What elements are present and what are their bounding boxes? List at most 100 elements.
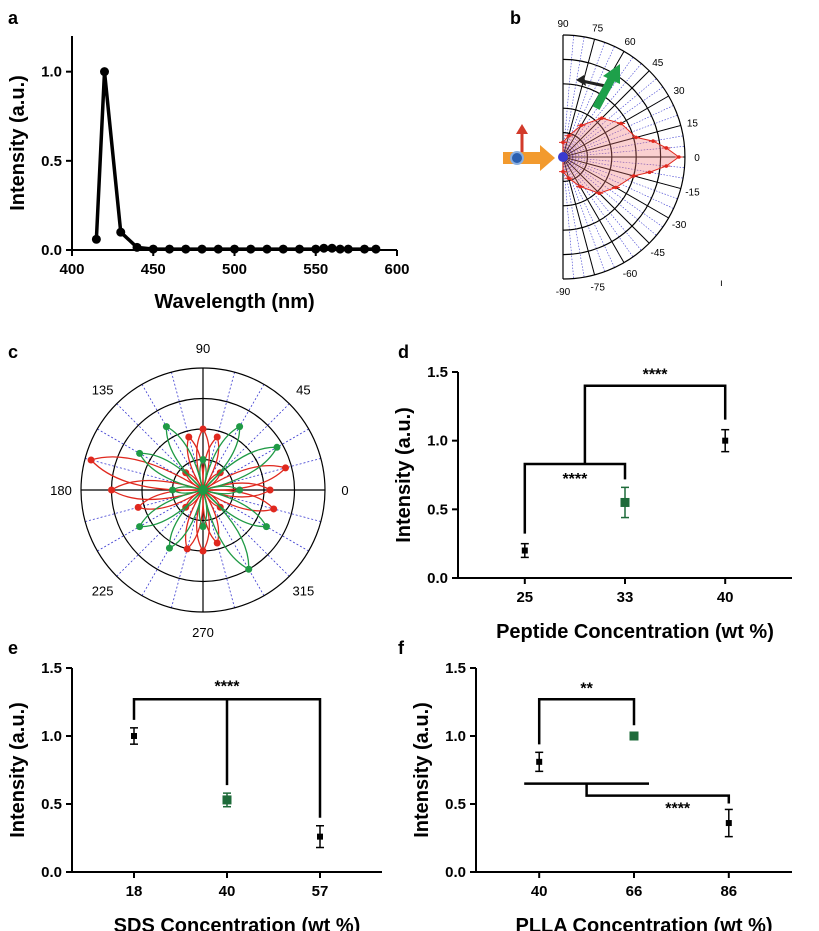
data-point (148, 244, 158, 254)
significance-bracket (583, 384, 727, 465)
radial-dotted-line (562, 114, 678, 158)
corner-mark: ı (720, 278, 723, 289)
significance-label: **** (665, 801, 691, 818)
x-axis-label: SDS Concentration (wt %) (114, 915, 361, 931)
red-data-point (281, 464, 289, 472)
radial-dotted-line (562, 105, 674, 158)
green-data-point (136, 523, 144, 531)
data-area (562, 117, 680, 194)
green-data-point (236, 486, 244, 494)
green-data-point (236, 423, 244, 431)
x-tick-label: 66 (626, 883, 643, 900)
series-line (94, 71, 376, 251)
panel-e: e 0.0 0.5 1.0 1.5 18 40 57 SDS Concentration (wt… (7, 638, 382, 931)
data-point (131, 733, 137, 739)
data-point (561, 140, 565, 145)
panel-label-b: b (510, 8, 521, 28)
significance-bracket (537, 698, 636, 745)
radial-dotted-line (562, 78, 657, 158)
angle-tick-label: 315 (293, 583, 315, 598)
y-tick-label: 1.0 (41, 64, 62, 81)
data-point (371, 244, 381, 254)
angle-tick-label: -15 (685, 188, 700, 199)
center-dot (198, 485, 208, 495)
radial-dotted-line (562, 35, 574, 158)
data-point (647, 170, 652, 175)
data-point (651, 139, 655, 143)
y-tick-label: 0.0 (41, 864, 62, 881)
red-data-point (199, 547, 207, 555)
data-point (629, 731, 639, 741)
data-point (100, 67, 109, 77)
data-point (262, 244, 272, 254)
significance-bracket (523, 462, 627, 534)
y-tick-label: 1.0 (427, 433, 448, 450)
data-point (614, 185, 618, 190)
panel-c: c 90 45 0 315 270 225 180 135 (8, 341, 349, 640)
data-point (319, 243, 329, 253)
y-axis-label: Intensity (a.u.) (7, 702, 29, 838)
green-data-point (199, 456, 207, 463)
angle-tick-label: 0 (694, 153, 700, 164)
x-tick-label: 500 (222, 261, 247, 278)
black-arrowhead-icon (576, 75, 586, 86)
angle-tick-label: -30 (672, 220, 687, 231)
data-point (222, 795, 232, 805)
x-tick-label: 40 (717, 589, 734, 606)
red-data-point (134, 503, 142, 511)
data-point (213, 244, 223, 254)
red-data-point (266, 486, 274, 494)
angle-tick-label: 15 (687, 118, 699, 129)
radial-dotted-line (562, 156, 574, 279)
radial-line (562, 156, 681, 190)
y-axis-label: Intensity (a.u.) (393, 407, 415, 543)
green-data-point (165, 544, 173, 552)
green-data-point (262, 523, 270, 531)
significance-bracket (585, 783, 731, 804)
data-point (116, 227, 126, 237)
radial-dotted-line (562, 156, 634, 258)
x-tick-label: 57 (312, 883, 329, 900)
green-arrow-icon (592, 76, 616, 110)
y-tick-label: 1.0 (445, 728, 466, 745)
radial-line (562, 95, 669, 158)
y-tick-label: 0.5 (41, 153, 62, 170)
angle-tick-label: 0 (341, 483, 348, 498)
radial-dotted-line (562, 156, 615, 268)
radial-dotted-line (562, 135, 684, 158)
data-point (578, 184, 582, 189)
x-axis-label: PLLA Concentration (wt %) (515, 915, 772, 931)
x-tick-label: 40 (531, 883, 548, 900)
data-point (197, 244, 207, 254)
y-axis-label: Intensity (a.u.) (7, 75, 29, 211)
x-tick-label: 33 (617, 589, 634, 606)
radial-dotted-line (562, 86, 664, 158)
data-point (620, 497, 630, 507)
red-data-point (213, 433, 221, 441)
angle-tick-label: 45 (296, 383, 310, 398)
angle-tick-label: 45 (652, 58, 664, 69)
angle-tick-label: -60 (623, 269, 638, 280)
radial-dotted-line (562, 156, 657, 236)
angle-tick-label: 90 (557, 19, 569, 30)
panel-label-f: f (398, 638, 405, 658)
green-data-point (245, 565, 253, 573)
green-data-point (169, 486, 176, 494)
radial-dotted-line (562, 63, 642, 158)
data-point (311, 244, 321, 254)
angle-tick-label: 180 (50, 483, 72, 498)
radial-dotted-line (562, 42, 606, 158)
significance-label: **** (562, 471, 588, 488)
data-point (561, 169, 565, 174)
radial-dotted-line (562, 156, 642, 251)
data-point (132, 242, 142, 252)
red-data-point (185, 433, 193, 441)
x-tick-label: 86 (720, 883, 737, 900)
y-tick-label: 0.0 (427, 570, 448, 587)
radius-ring (562, 107, 613, 207)
radial-line (562, 156, 625, 263)
polarization-dot-icon (510, 151, 524, 165)
data-point (165, 244, 174, 254)
radial-dotted-line (562, 156, 664, 228)
angle-tick-label: -90 (556, 287, 571, 298)
